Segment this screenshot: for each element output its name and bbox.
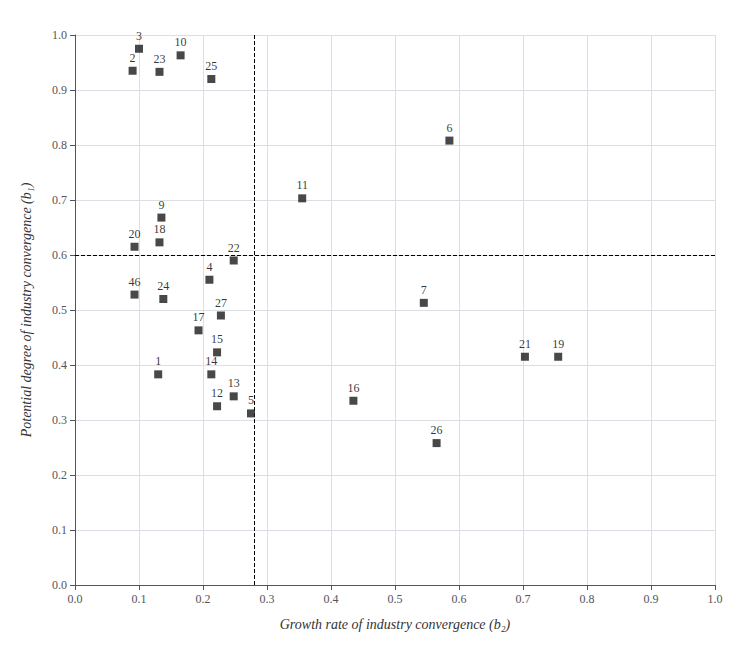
- svg-text:18: 18: [153, 222, 165, 236]
- svg-text:6: 6: [446, 121, 452, 135]
- svg-text:17: 17: [193, 310, 205, 324]
- svg-text:0.7: 0.7: [52, 193, 67, 207]
- svg-text:0.0: 0.0: [68, 592, 83, 606]
- svg-text:20: 20: [129, 227, 141, 241]
- svg-text:0.6: 0.6: [452, 592, 467, 606]
- svg-text:0.5: 0.5: [52, 303, 67, 317]
- svg-text:1.0: 1.0: [52, 28, 67, 42]
- svg-text:0.7: 0.7: [516, 592, 531, 606]
- svg-text:0.1: 0.1: [132, 592, 147, 606]
- svg-text:0.2: 0.2: [196, 592, 211, 606]
- svg-text:26: 26: [431, 423, 443, 437]
- svg-text:9: 9: [158, 198, 164, 212]
- svg-text:4: 4: [206, 260, 212, 274]
- svg-text:0.9: 0.9: [52, 83, 67, 97]
- svg-text:24: 24: [157, 279, 169, 293]
- svg-text:21: 21: [519, 337, 531, 351]
- svg-text:7: 7: [421, 283, 427, 297]
- svg-text:0.3: 0.3: [260, 592, 275, 606]
- svg-text:10: 10: [175, 35, 187, 49]
- svg-text:19: 19: [552, 337, 564, 351]
- svg-text:15: 15: [211, 332, 223, 346]
- svg-text:5: 5: [248, 393, 254, 407]
- svg-text:12: 12: [211, 386, 223, 400]
- svg-text:14: 14: [205, 354, 217, 368]
- svg-text:23: 23: [153, 52, 165, 66]
- svg-text:3: 3: [136, 29, 142, 43]
- svg-text:25: 25: [205, 59, 217, 73]
- svg-text:2: 2: [130, 51, 136, 65]
- svg-text:0.5: 0.5: [388, 592, 403, 606]
- svg-text:1: 1: [155, 354, 161, 368]
- svg-text:0.2: 0.2: [52, 468, 67, 482]
- svg-text:0.6: 0.6: [52, 248, 67, 262]
- svg-text:0.3: 0.3: [52, 413, 67, 427]
- svg-text:27: 27: [215, 296, 227, 310]
- svg-text:46: 46: [129, 275, 141, 289]
- svg-text:0.8: 0.8: [580, 592, 595, 606]
- svg-text:16: 16: [347, 381, 359, 395]
- svg-text:22: 22: [228, 241, 240, 255]
- svg-text:Potential degree of industry c: Potential degree of industry convergence…: [19, 182, 35, 438]
- svg-text:11: 11: [296, 178, 308, 192]
- svg-text:0.8: 0.8: [52, 138, 67, 152]
- svg-text:13: 13: [228, 376, 240, 390]
- svg-text:Growth rate of industry conver: Growth rate of industry convergence (b₂): [280, 617, 511, 633]
- svg-text:1.0: 1.0: [708, 592, 723, 606]
- svg-text:0.9: 0.9: [644, 592, 659, 606]
- svg-text:0.0: 0.0: [52, 578, 67, 592]
- svg-text:0.4: 0.4: [52, 358, 67, 372]
- svg-text:0.4: 0.4: [324, 592, 339, 606]
- svg-text:0.1: 0.1: [52, 523, 67, 537]
